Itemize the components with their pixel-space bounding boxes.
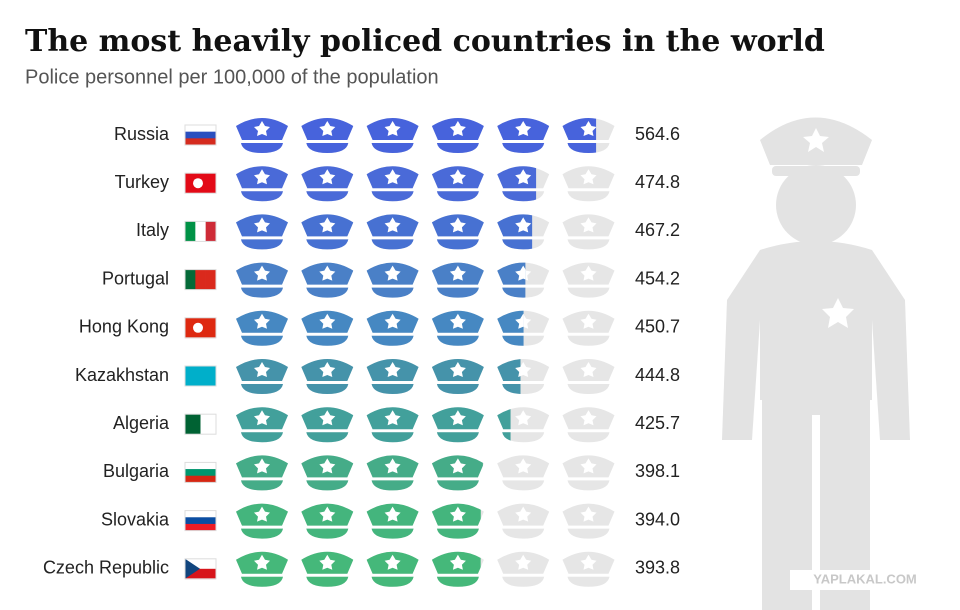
hat <box>431 262 484 298</box>
category-label: Italy <box>136 220 169 240</box>
empty-hat <box>497 551 550 587</box>
cap-star <box>803 128 829 152</box>
hat <box>497 166 537 202</box>
hat <box>301 214 354 250</box>
category-label: Turkey <box>115 172 169 192</box>
category-label: Hong Kong <box>79 317 169 337</box>
flag <box>184 461 217 483</box>
value-label: 393.8 <box>635 558 680 578</box>
flag <box>184 269 217 291</box>
hat <box>301 166 354 202</box>
hat <box>562 118 597 153</box>
value-label: 398.1 <box>635 461 680 481</box>
empty-hat <box>562 407 615 443</box>
hat <box>366 214 419 250</box>
category-label: Kazakhstan <box>75 365 169 385</box>
hat <box>431 503 481 539</box>
hat <box>431 407 484 443</box>
hat <box>301 551 354 587</box>
category-label: Portugal <box>102 268 169 288</box>
flag <box>184 413 217 435</box>
empty-hat <box>562 551 615 587</box>
hat <box>431 214 484 250</box>
hat <box>366 455 419 491</box>
hat <box>366 118 419 153</box>
hat <box>366 262 419 298</box>
watermark: YAPLAKAL.COM <box>813 571 917 586</box>
policeman-silhouette <box>722 117 910 610</box>
hat <box>236 359 288 394</box>
hat <box>366 166 419 202</box>
value-label: 454.2 <box>635 268 680 288</box>
hat <box>497 118 550 153</box>
category-label: Algeria <box>113 413 170 433</box>
category-label: Russia <box>114 124 170 144</box>
hat <box>301 407 354 443</box>
hat <box>301 118 354 153</box>
value-label: 394.0 <box>635 509 680 529</box>
hat <box>236 503 288 539</box>
hat <box>366 407 419 443</box>
hat <box>301 359 354 394</box>
value-label: 467.2 <box>635 220 680 240</box>
flag <box>184 317 217 339</box>
hat <box>301 310 354 346</box>
empty-hat <box>562 262 615 298</box>
hat <box>236 166 288 202</box>
hat <box>366 359 419 394</box>
hat <box>301 262 354 298</box>
hat <box>431 551 481 587</box>
hat <box>497 262 526 298</box>
value-label: 444.8 <box>635 365 680 385</box>
hat <box>431 455 483 491</box>
hat <box>366 503 419 539</box>
flag <box>184 510 217 532</box>
category-label: Czech Republic <box>43 558 169 578</box>
hat <box>431 310 484 346</box>
flag <box>184 172 217 194</box>
hat <box>236 310 288 346</box>
badge-star <box>822 298 854 328</box>
flag <box>184 558 217 580</box>
empty-hat <box>562 166 615 202</box>
hat <box>497 409 511 441</box>
hat <box>236 407 288 443</box>
empty-hat <box>562 310 615 346</box>
empty-hat <box>562 503 615 539</box>
hat <box>366 310 419 346</box>
category-label: Bulgaria <box>103 461 170 481</box>
category-label: Slovakia <box>101 509 170 529</box>
value-label: 450.7 <box>635 317 680 337</box>
hat <box>236 118 288 153</box>
hat <box>236 214 288 250</box>
empty-hat <box>562 455 615 491</box>
chart-subtitle: Police personnel per 100,000 of the popu… <box>25 66 439 88</box>
empty-hat <box>562 214 615 250</box>
hat <box>497 214 533 250</box>
empty-hat <box>497 503 550 539</box>
hat <box>497 359 521 394</box>
hat <box>236 262 288 298</box>
hat <box>301 503 354 539</box>
hat <box>431 118 484 153</box>
flag <box>184 365 217 387</box>
hat <box>431 166 484 202</box>
flag <box>184 124 217 146</box>
value-label: 425.7 <box>635 413 680 433</box>
value-label: 564.6 <box>635 124 680 144</box>
empty-hat <box>562 359 615 394</box>
value-label: 474.8 <box>635 172 680 192</box>
hat <box>431 359 484 394</box>
empty-hat <box>497 455 550 491</box>
chart-title: The most heavily policed countries in th… <box>25 24 825 59</box>
hat <box>497 310 524 346</box>
watermark-bg <box>790 570 940 590</box>
hat <box>236 455 288 491</box>
flag <box>184 220 217 242</box>
hat <box>366 551 419 587</box>
hat <box>236 551 288 587</box>
hat <box>301 455 354 491</box>
